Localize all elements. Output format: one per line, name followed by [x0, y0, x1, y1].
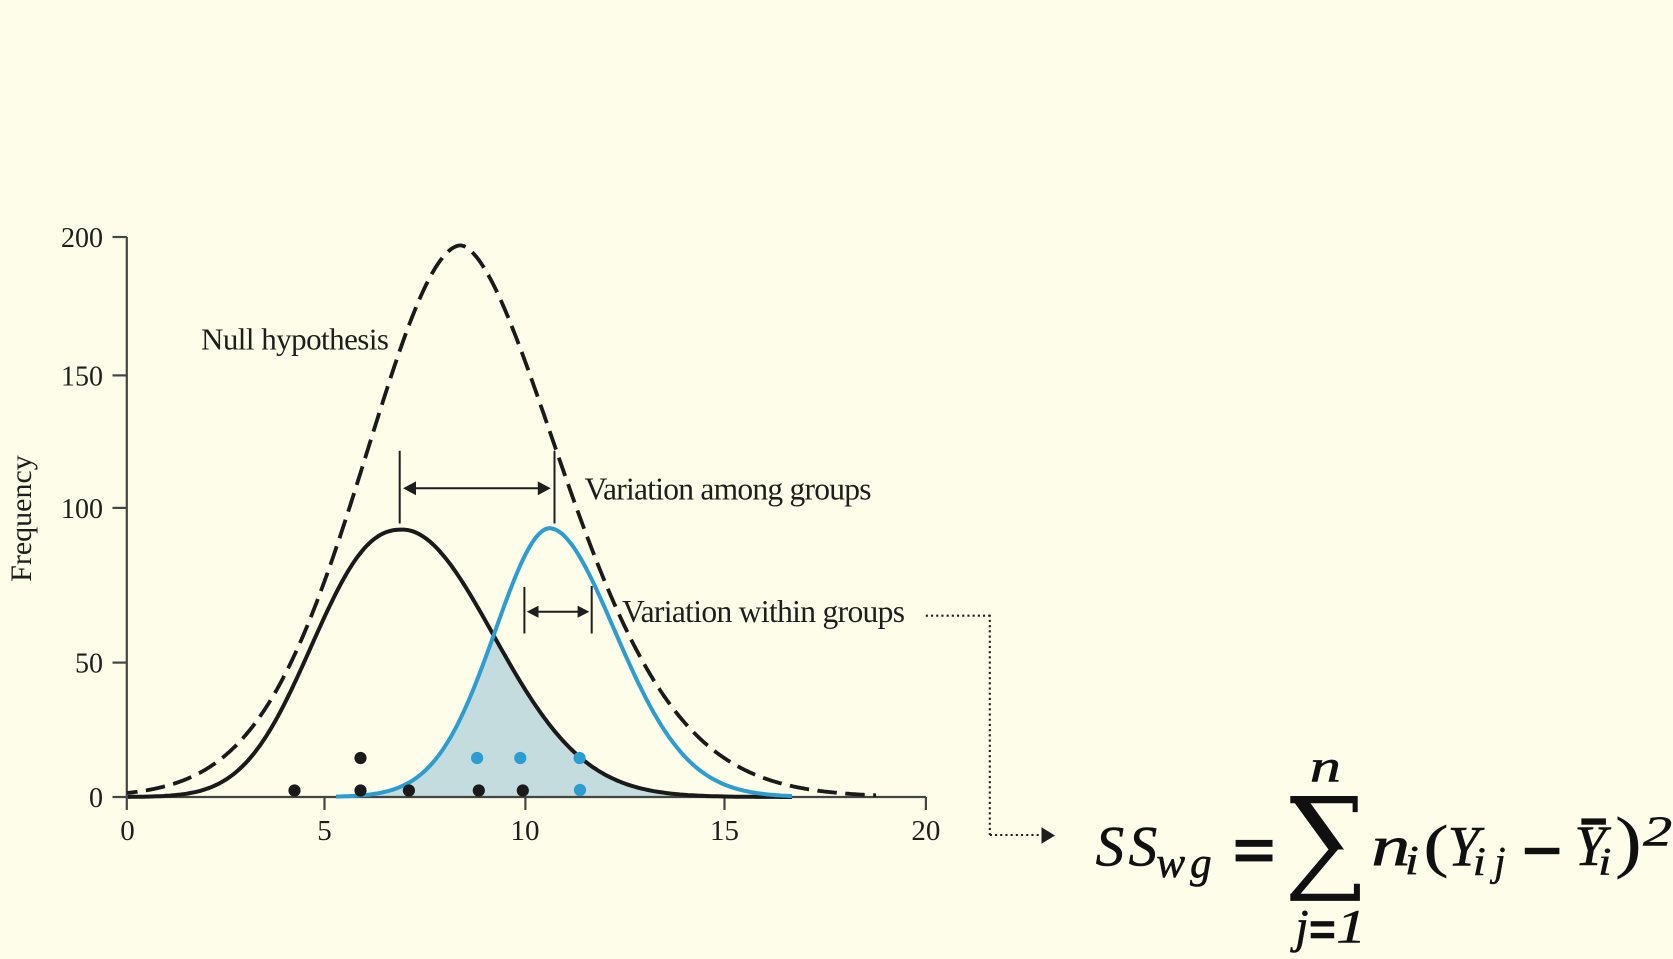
svg-text:n: n	[1310, 740, 1341, 791]
svg-text:0: 0	[89, 783, 103, 814]
svg-text:0: 0	[120, 815, 135, 847]
svg-text:Variation within groups: Variation within groups	[622, 594, 905, 629]
svg-text:): )	[1615, 804, 1641, 880]
svg-text:Frequency: Frequency	[5, 455, 38, 582]
svg-text:j: j	[1489, 838, 1505, 884]
svg-text:i: i	[1598, 840, 1612, 883]
svg-text:Y: Y	[1574, 815, 1611, 878]
svg-text:i: i	[1473, 840, 1486, 884]
svg-text:SS: SS	[1096, 816, 1158, 879]
svg-text:10: 10	[511, 815, 540, 847]
svg-text:i: i	[1405, 839, 1419, 884]
svg-text:Y: Y	[1448, 816, 1485, 879]
svg-text:20: 20	[911, 815, 940, 847]
svg-text:Variation among groups: Variation among groups	[585, 472, 872, 507]
svg-text:200: 200	[61, 223, 103, 254]
svg-text:j: j	[1289, 902, 1308, 954]
svg-text:wg: wg	[1156, 840, 1216, 887]
svg-text:1: 1	[1336, 900, 1366, 953]
svg-text:15: 15	[710, 815, 739, 847]
svg-text:150: 150	[61, 361, 103, 392]
svg-text:Null hypothesis: Null hypothesis	[201, 322, 389, 357]
svg-text:(: (	[1424, 815, 1449, 879]
svg-text:50: 50	[75, 649, 103, 680]
svg-text:n: n	[1371, 815, 1410, 878]
svg-text:100: 100	[61, 494, 103, 525]
svg-text:2: 2	[1643, 808, 1672, 854]
svg-text:5: 5	[317, 815, 332, 847]
